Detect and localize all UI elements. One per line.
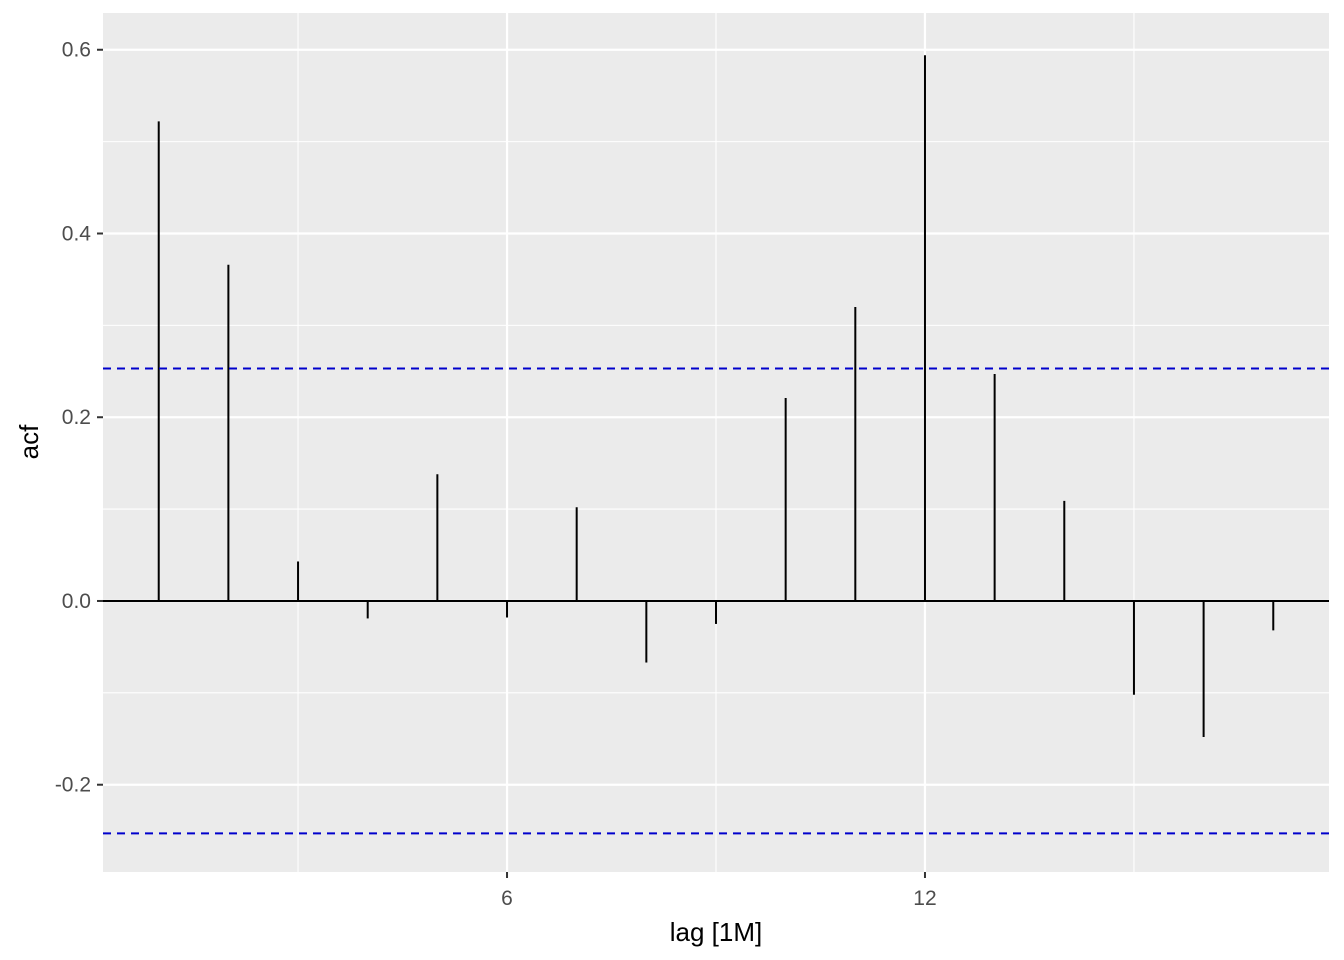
y-tick-label: -0.2 xyxy=(55,774,91,797)
x-tick-label: 6 xyxy=(501,887,513,910)
y-tick-label: 0.4 xyxy=(62,222,92,245)
y-tick-label: 0.6 xyxy=(62,39,91,62)
x-axis-ticks: 6 12 xyxy=(501,872,937,910)
acf-bars xyxy=(157,55,1275,737)
x-axis-title: lag [1M] xyxy=(670,917,763,947)
minor-gridlines xyxy=(103,13,1329,872)
y-axis-title: acf xyxy=(14,424,44,459)
y-tick-label: 0.2 xyxy=(62,406,91,429)
y-axis-ticks: -0.2 0.0 0.2 0.4 0.6 xyxy=(55,39,103,797)
x-tick-label: 12 xyxy=(913,887,936,910)
y-tick-label: 0.0 xyxy=(62,590,91,613)
